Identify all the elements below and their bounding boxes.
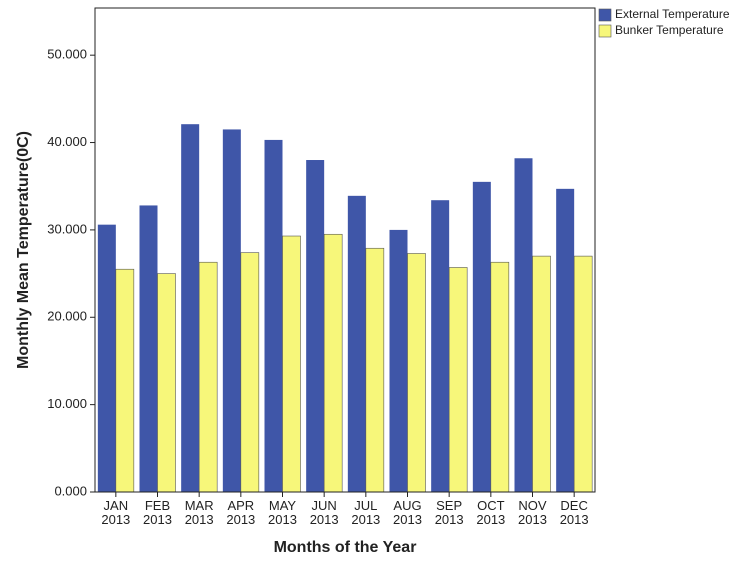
- bar: [181, 124, 200, 492]
- x-axis-label: Months of the Year: [274, 539, 417, 556]
- x-tick-label: AUG 2013: [393, 498, 422, 527]
- x-tick-label: JUL 2013: [351, 498, 381, 527]
- bar: [222, 129, 241, 492]
- x-tick-label: DEC 2013: [559, 498, 589, 527]
- bar: [448, 267, 468, 493]
- bar: [556, 188, 575, 492]
- bar: [323, 233, 343, 493]
- y-tick-label: 20.000: [47, 309, 87, 324]
- legend-swatch: [598, 8, 612, 22]
- bar: [347, 195, 366, 493]
- bar: [264, 139, 283, 492]
- x-tick-label: FEB 2013: [143, 498, 172, 527]
- bar: [472, 181, 491, 492]
- bar: [240, 252, 260, 493]
- x-tick-label: MAY 2013: [268, 498, 297, 527]
- plot-area: [94, 7, 596, 493]
- bar: [431, 200, 450, 493]
- legend-swatch: [598, 24, 612, 38]
- bar: [407, 253, 426, 493]
- x-tick-label: MAR 2013: [184, 498, 214, 527]
- x-tick-label: JUN 2013: [309, 498, 339, 527]
- bar: [365, 247, 385, 493]
- y-tick-label: 0.000: [54, 483, 87, 498]
- legend-label: Bunker Temperature: [615, 23, 724, 37]
- x-tick-label: NOV 2013: [518, 498, 547, 527]
- x-tick-label: OCT 2013: [476, 498, 506, 527]
- y-axis-label: Monthly Mean Temperature(0C): [15, 131, 32, 369]
- x-tick-label: SEP 2013: [434, 498, 464, 527]
- bar: [97, 224, 116, 493]
- bar: [532, 255, 551, 493]
- y-tick-label: 40.000: [47, 134, 87, 149]
- bar: [573, 255, 593, 493]
- y-tick-label: 30.000: [47, 221, 87, 236]
- bar: [389, 229, 408, 493]
- bar: [198, 261, 218, 493]
- y-tick-label: 10.000: [47, 396, 87, 411]
- bar: [282, 235, 301, 493]
- bar: [115, 268, 135, 493]
- bar: [306, 160, 325, 492]
- legend-label: External Temperature: [615, 7, 730, 21]
- bar: [490, 261, 510, 493]
- bar: [514, 158, 533, 492]
- y-tick-label: 50.000: [47, 47, 87, 62]
- bar: [139, 205, 158, 493]
- x-tick-label: JAN 2013: [101, 498, 131, 527]
- bar: [157, 273, 176, 493]
- x-tick-label: APR 2013: [226, 498, 256, 527]
